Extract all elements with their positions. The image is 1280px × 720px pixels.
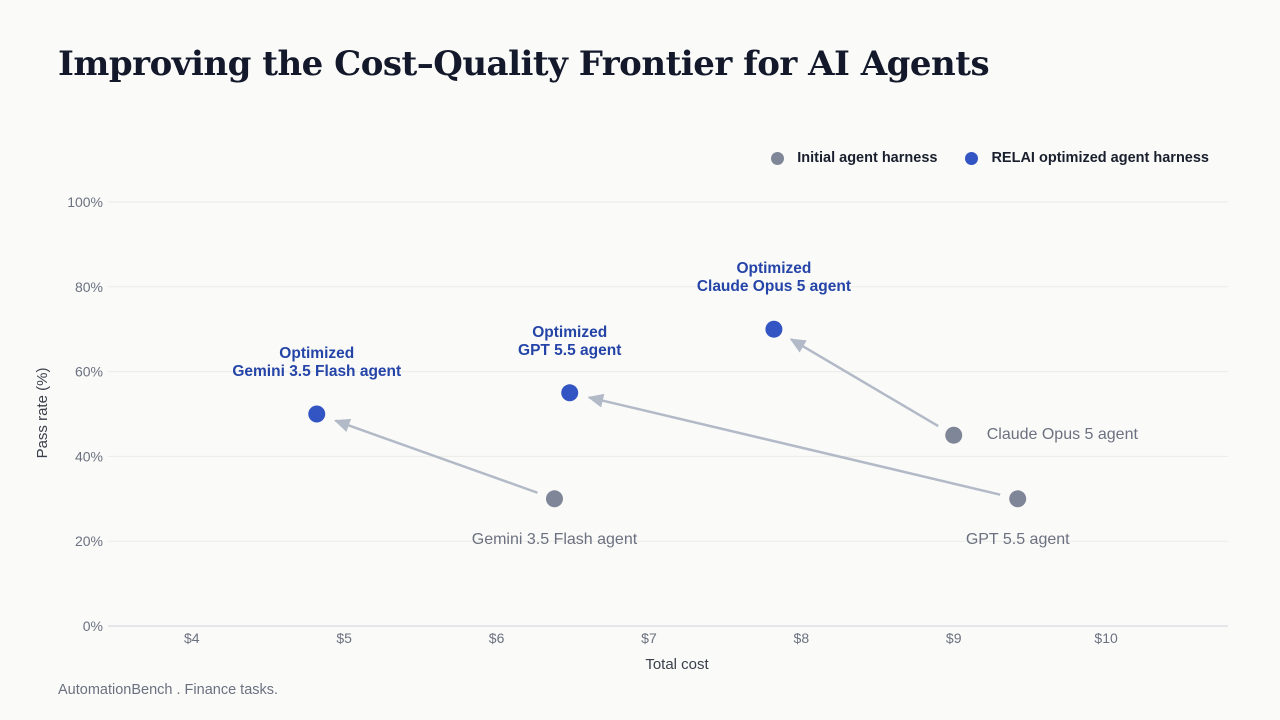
optimized-point-label: Gemini 3.5 Flash agent [232,363,401,380]
x-tick-label: $7 [641,630,657,646]
x-tick-label: $4 [184,630,200,646]
optimized-point-label: Optimized [532,324,607,341]
x-tick-label: $6 [489,630,505,646]
grid-layer [108,201,1228,627]
optimized-point-label: Claude Opus 5 agent [697,278,851,295]
legend-label-optimized: RELAI optimized agent harness [991,150,1209,166]
initial-point-label: GPT 5.5 agent [966,531,1070,548]
y-tick-label: 20% [75,533,103,549]
legend-item-initial[interactable]: Initial agent harness [771,150,937,166]
x-tick-label: $5 [336,630,352,646]
improvement-arrow [587,393,1001,496]
footnote: AutomationBench . Finance tasks. [58,682,279,698]
y-axis-title: Pass rate (%) [34,368,51,459]
x-tick-label: $9 [946,630,962,646]
legend-marker-initial [771,151,785,165]
legend-item-optimized[interactable]: RELAI optimized agent harness [965,150,1209,166]
optimized-point-label: Optimized [736,260,811,277]
legend-marker-optimized [965,151,979,165]
point-layer [308,320,1027,508]
optimized-point[interactable] [308,405,326,423]
optimized-point-label: Optimized [279,345,354,362]
initial-point[interactable] [545,490,563,508]
initial-point-label: Gemini 3.5 Flash agent [472,531,638,548]
improvement-arrow [333,418,538,494]
improvement-arrow [789,338,939,428]
chart-legend: Initial agent harness RELAI optimized ag… [743,150,1209,166]
y-tick-label: 0% [83,618,103,634]
label-layer: Gemini 3.5 Flash agent Claude Opus 5 agen… [232,260,1138,548]
y-tick-label: 80% [75,279,103,295]
initial-point[interactable] [945,426,963,444]
x-axis-title: Total cost [645,656,709,673]
optimized-point[interactable] [561,384,579,402]
legend-label-initial: Initial agent harness [797,150,938,166]
y-tick-label: 40% [75,448,103,464]
x-tick-label: $8 [794,630,810,646]
arrow-layer [333,338,1001,496]
y-tick-label: 60% [75,364,103,380]
initial-point-label: Claude Opus 5 agent [987,426,1139,443]
axis-layer: 0% 20% 40% 60% 80% 100% $4 $5 $6 $7 $8 $9 $10 Total c… [34,194,1118,673]
y-tick-label: 100% [67,194,103,210]
optimized-point[interactable] [765,320,783,338]
optimized-point-label: GPT 5.5 agent [518,342,621,359]
page-title: Improving the Cost–Quality Frontier for … [58,44,990,84]
initial-point[interactable] [1009,490,1027,508]
x-tick-label: $10 [1094,630,1118,646]
